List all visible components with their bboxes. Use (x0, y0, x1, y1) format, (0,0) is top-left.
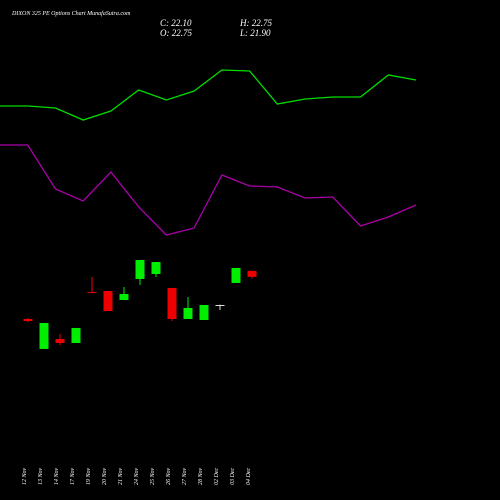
info-open: O: 22.75 (160, 28, 192, 38)
candle-body (135, 260, 145, 279)
x-tick-label: 19 Nov (86, 467, 92, 485)
candle-body (231, 267, 241, 283)
candle-body (119, 293, 129, 300)
candle-body (151, 262, 161, 274)
x-tick-label: 24 Nov (133, 467, 140, 485)
candle-body (199, 305, 209, 320)
candle-body (183, 307, 193, 319)
info-close: C: 22.10 (160, 18, 192, 28)
x-tick-label: 20 Nov (102, 467, 108, 485)
info-high: H: 22.75 (239, 18, 272, 28)
x-tick-label: 28 Nov (198, 467, 204, 485)
x-tick-label: 27 Nov (182, 467, 188, 485)
x-tick-label: 04 Dec (245, 468, 252, 485)
x-tick-label: 17 Nov (70, 467, 76, 485)
line-series (0, 69, 417, 121)
x-tick-label: 25 Nov (150, 467, 156, 485)
info-low: L: 21.90 (239, 28, 271, 38)
candle-body (87, 292, 97, 294)
x-tick-label: 26 Nov (166, 467, 172, 485)
candle-body (71, 327, 81, 343)
candle-body (167, 287, 177, 319)
x-tick-label: 12 Nov (22, 467, 28, 485)
candle-body (55, 338, 65, 343)
candle-body (39, 322, 49, 349)
candle-body (23, 318, 33, 322)
x-tick-label: 13 Nov (38, 467, 44, 485)
x-tick-label: 14 Nov (53, 467, 60, 485)
candle-body (247, 270, 257, 277)
x-tick-label: 02 Dec (214, 468, 220, 485)
line-series (0, 144, 417, 236)
x-tick-label: 21 Nov (118, 467, 124, 485)
chart-title: DIXON 325 PE Options Chart MunafaSutra.c… (11, 10, 131, 17)
candle-body (103, 291, 113, 312)
candle-body (215, 305, 225, 306)
x-tick-label: 03 Dec (230, 468, 236, 485)
